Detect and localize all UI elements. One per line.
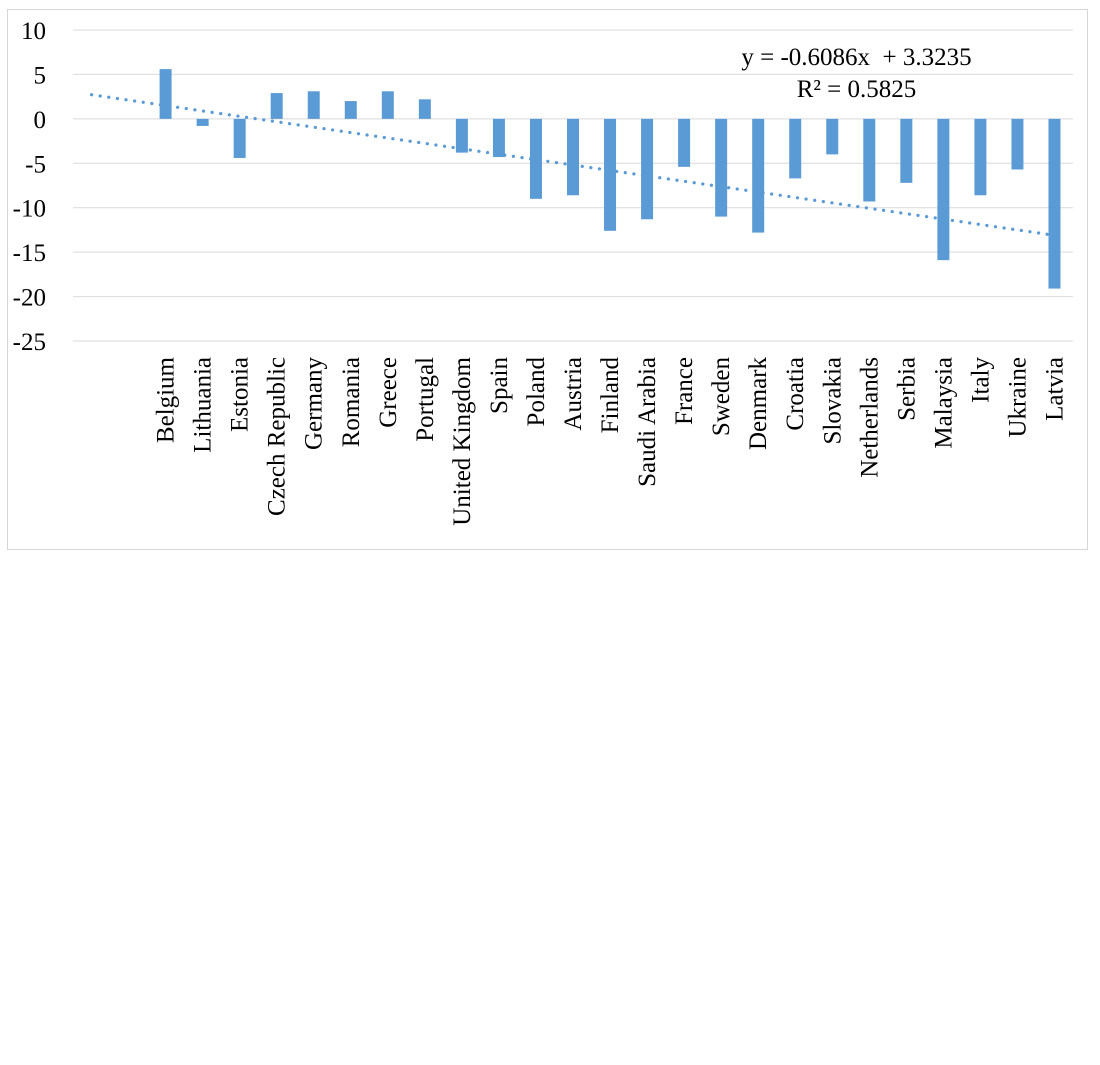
x-axis-label-greece: Greece (375, 357, 402, 428)
bar-greece[interactable] (381, 91, 394, 119)
y-axis-tick-label: -10 (13, 196, 46, 223)
bar-united-kingdom[interactable] (455, 118, 468, 153)
bar-romania[interactable] (344, 101, 357, 119)
bar-denmark[interactable] (752, 118, 765, 233)
bar-croatia[interactable] (789, 118, 802, 179)
bar-serbia[interactable] (900, 118, 913, 183)
bar-poland[interactable] (529, 118, 542, 199)
bar-chart-plot: 10 5 0 -5 -10 -15 -20 -25 Belgium Lithuania Estoni… (13, 18, 1073, 526)
bar-estonia[interactable] (233, 118, 246, 158)
x-axis-label-czech-republic: Czech Republic (264, 357, 291, 516)
x-axis-label-latvia: Latvia (1041, 357, 1068, 421)
x-axis-label-denmark: Denmark (745, 357, 772, 451)
x-axis-label-netherlands: Netherlands (856, 357, 883, 478)
bar-saudi-arabia[interactable] (641, 118, 654, 220)
y-axis-tick-label: 0 (34, 107, 47, 134)
bar-lithuania[interactable] (196, 118, 209, 126)
x-axis-label-italy: Italy (967, 357, 994, 403)
bar-latvia[interactable] (1048, 118, 1061, 289)
bar-czech-republic[interactable] (270, 93, 283, 119)
bar-germany[interactable] (307, 91, 320, 119)
x-axis-label-germany: Germany (301, 357, 328, 451)
bar-sweden[interactable] (715, 118, 728, 217)
x-axis-label-united-kingdom: United Kingdom (449, 356, 476, 525)
bar-malaysia[interactable] (937, 118, 950, 261)
trendline[interactable] (89, 93, 1057, 237)
x-axis-label-romania: Romania (338, 357, 365, 447)
x-axis-label-belgium: Belgium (153, 356, 180, 443)
x-axis-label-slovakia: Slovakia (819, 357, 846, 445)
y-axis-tick-label: -25 (13, 329, 46, 356)
x-axis-label-estonia: Estonia (227, 357, 254, 432)
y-axis-tick-label: 5 (34, 62, 47, 89)
x-axis-label-austria: Austria (560, 357, 587, 431)
x-axis-label-france: France (671, 357, 698, 425)
x-axis-label-malaysia: Malaysia (930, 357, 957, 449)
x-axis-label-lithuania: Lithuania (190, 357, 217, 453)
bar-portugal[interactable] (418, 99, 431, 119)
y-axis-tick-label: -5 (25, 151, 46, 178)
x-axis-label-spain: Spain (486, 357, 513, 414)
bar-italy[interactable] (974, 118, 987, 196)
y-axis-tick-label: -20 (13, 285, 46, 312)
x-axis-label-sweden: Sweden (708, 357, 735, 437)
bar-belgium[interactable] (159, 69, 172, 119)
x-axis-label-saudi-arabia: Saudi Arabia (634, 357, 661, 487)
x-axis-label-portugal: Portugal (412, 357, 439, 442)
trendline-r2-label: R² = 0.5825 (796, 76, 917, 103)
x-axis-label-poland: Poland (523, 357, 550, 427)
x-axis-label-croatia: Croatia (782, 357, 809, 431)
bar-ukraine[interactable] (1011, 118, 1024, 170)
bar-france[interactable] (678, 118, 691, 167)
y-axis-tick-label: 10 (21, 18, 46, 45)
trendline-equation-label: y = -0.6086x + 3.3235 (741, 44, 972, 71)
x-axis-label-ukraine: Ukraine (1004, 357, 1031, 438)
bar-netherlands[interactable] (863, 118, 876, 202)
x-axis-label-serbia: Serbia (893, 357, 920, 421)
bar-slovakia[interactable] (826, 118, 839, 155)
bar-spain[interactable] (492, 118, 505, 158)
y-axis-tick-label: -15 (13, 240, 46, 267)
x-axis-label-finland: Finland (597, 357, 624, 434)
bar-finland[interactable] (604, 118, 617, 231)
chart-frame[interactable]: 10 5 0 -5 -10 -15 -20 -25 Belgium Lithuania Estoni… (7, 9, 1088, 550)
bar-austria[interactable] (567, 118, 579, 196)
